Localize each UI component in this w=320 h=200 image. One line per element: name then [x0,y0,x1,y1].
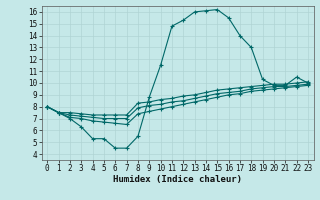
X-axis label: Humidex (Indice chaleur): Humidex (Indice chaleur) [113,175,242,184]
